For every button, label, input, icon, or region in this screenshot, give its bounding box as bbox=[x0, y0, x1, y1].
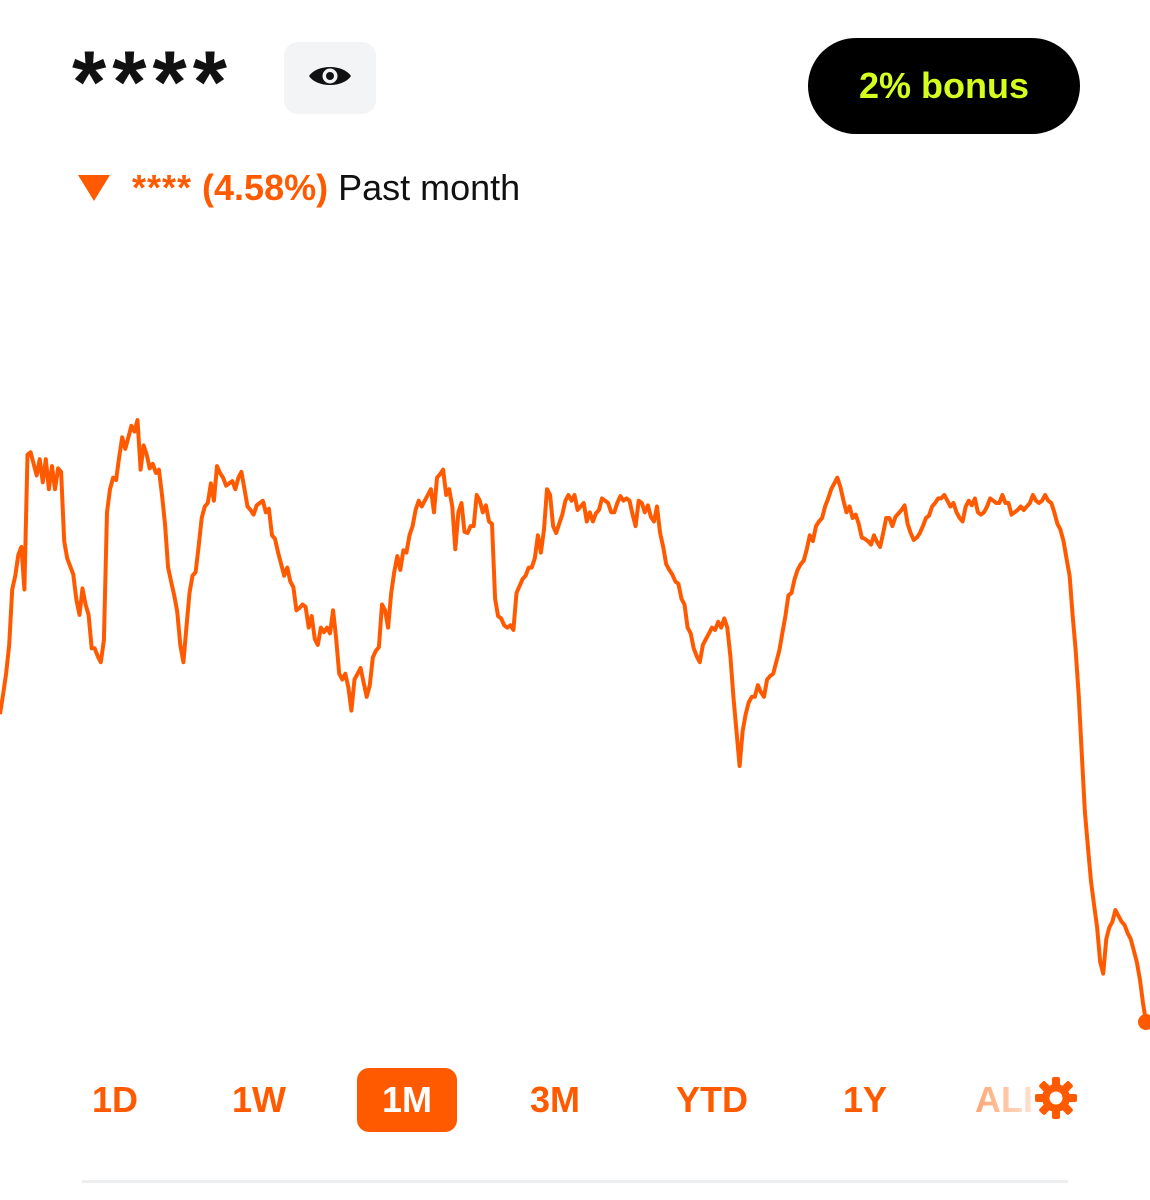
toggle-balance-visibility-button[interactable] bbox=[284, 42, 376, 114]
change-period: Past month bbox=[338, 167, 521, 208]
range-tab-ytd[interactable]: YTD bbox=[662, 1068, 762, 1132]
range-tab-label: 1Y bbox=[842, 1079, 888, 1120]
range-tab-1d[interactable]: 1D bbox=[70, 1068, 160, 1132]
bonus-button[interactable]: 2% bonus bbox=[808, 38, 1080, 134]
change-amount-masked: **** bbox=[132, 167, 193, 208]
time-range-selector: 1D 1W 1M 3M YTD 1Y ALL bbox=[0, 1068, 1150, 1140]
range-tab-label: 1W bbox=[232, 1079, 286, 1120]
range-tab-label: 1D bbox=[91, 1079, 139, 1120]
triangle-down-icon bbox=[78, 175, 110, 201]
eye-icon bbox=[307, 61, 353, 96]
bonus-label: 2% bonus bbox=[858, 65, 1029, 106]
range-tab-3m[interactable]: 3M bbox=[510, 1068, 600, 1132]
range-tab-1w[interactable]: 1W bbox=[214, 1068, 304, 1132]
divider bbox=[82, 1180, 1068, 1183]
change-percent: (4.58%) bbox=[202, 167, 329, 208]
range-tab-label: 1M bbox=[381, 1079, 432, 1120]
range-tab-label: 3M bbox=[529, 1079, 580, 1120]
range-tab-1y[interactable]: 1Y bbox=[820, 1068, 910, 1132]
range-tab-label: YTD bbox=[676, 1079, 748, 1120]
range-tab-label: ALL bbox=[975, 1079, 1031, 1121]
price-line bbox=[0, 418, 1148, 1023]
gear-icon[interactable] bbox=[1034, 1076, 1078, 1125]
change-summary: **** (4.58%) Past month bbox=[78, 164, 520, 212]
current-value-dot bbox=[1138, 1014, 1150, 1030]
range-tab-1m[interactable]: 1M bbox=[357, 1068, 457, 1132]
range-tab-all[interactable]: ALL bbox=[975, 1068, 1031, 1132]
portfolio-line-chart[interactable] bbox=[0, 300, 1150, 1060]
balance-masked: **** bbox=[72, 32, 233, 131]
